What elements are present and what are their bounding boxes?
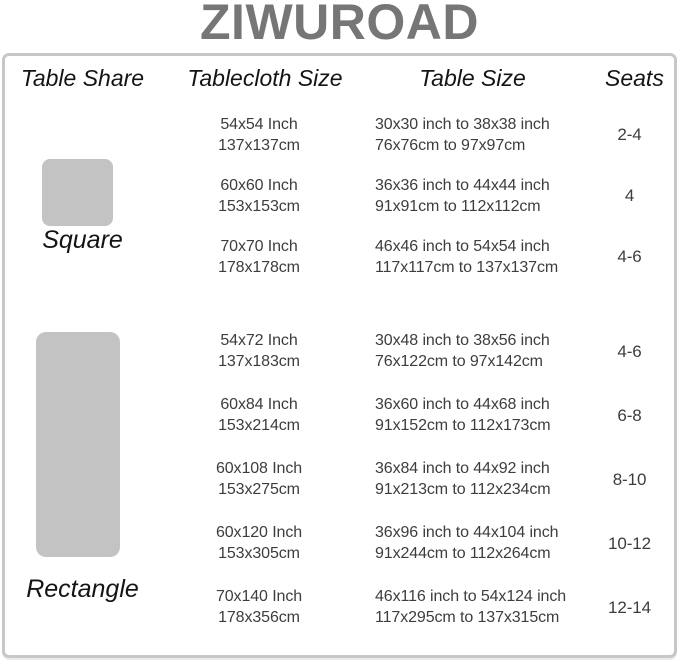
seats-cell: 4-6 [617, 247, 642, 266]
table-size-inch: 36x36 inch to 44x44 inch [375, 176, 550, 194]
header-table-share: Table Share [20, 64, 145, 91]
tablecloth-size-cell: 60x120 Inch 153x305cm [160, 522, 370, 564]
rectangle-shape [36, 332, 120, 557]
table-size-inch: 30x30 inch to 38x38 inch [375, 115, 550, 133]
tablecloth-size-cell: 70x140 Inch 178x356cm [160, 586, 370, 628]
square-section-rows: 54x54 Inch 137x137cm 30x30 inch to 38x38… [160, 104, 674, 287]
table-size-inch: 46x46 inch to 54x54 inch [375, 237, 550, 255]
square-label: Square [42, 226, 123, 254]
tablecloth-size-cell: 54x54 Inch 137x137cm [160, 114, 370, 156]
size-table-panel: Table Share Tablecloth Size Table Size S… [2, 53, 677, 658]
table-size-cell: 30x30 inch to 38x38 inch 76x76cm to 97x9… [370, 114, 605, 156]
tablecloth-size-inch: 60x60 Inch [220, 176, 298, 194]
table-size-cell: 30x48 inch to 38x56 inch 76x122cm to 97x… [370, 330, 605, 372]
table-row: 60x60 Inch 153x153cm 36x36 inch to 44x44… [160, 165, 674, 226]
table-row: 54x72 Inch 137x183cm 30x48 inch to 38x56… [160, 319, 674, 383]
tablecloth-size-inch: 60x120 Inch [215, 524, 303, 541]
seats-cell: 12-14 [608, 597, 651, 617]
tablecloth-size-cm: 153x305cm [218, 545, 300, 562]
table-row: 70x140 Inch 178x356cm 46x116 inch to 54x… [160, 575, 674, 639]
table-size-inch: 30x48 inch to 38x56 inch [375, 332, 550, 349]
table-row: 60x108 Inch 153x275cm 36x84 inch to 44x9… [160, 447, 674, 511]
brand-title: ZIWUROAD [200, 0, 479, 50]
table-row: 70x70 Inch 178x178cm 46x46 inch to 54x54… [160, 226, 674, 287]
table-size-cm: 91x152cm to 112x173cm [375, 417, 551, 434]
table-size-cell: 36x84 inch to 44x92 inch 91x213cm to 112… [370, 458, 605, 500]
table-size-cell: 36x60 inch to 44x68 inch 91x152cm to 112… [370, 394, 605, 436]
table-row: 54x54 Inch 137x137cm 30x30 inch to 38x38… [160, 104, 674, 165]
table-size-cell: 46x116 inch to 54x124 inch 117x295cm to … [370, 586, 605, 628]
tablecloth-size-cell: 54x72 Inch 137x183cm [160, 330, 370, 372]
seats-cell: 6-8 [617, 405, 642, 425]
table-size-cell: 36x36 inch to 44x44 inch 91x91cm to 112x… [370, 175, 605, 217]
table-size-cm: 91x91cm to 112x112cm [375, 197, 541, 215]
tablecloth-size-cm: 178x356cm [218, 609, 300, 626]
tablecloth-size-inch: 60x108 Inch [215, 460, 303, 477]
seats-cell: 4 [624, 186, 635, 205]
tablecloth-size-cell: 60x84 Inch 153x214cm [160, 394, 370, 436]
table-size-inch: 46x116 inch to 54x124 inch [375, 588, 567, 605]
seats-cell: 10-12 [608, 533, 651, 553]
tablecloth-size-cell: 60x108 Inch 153x275cm [160, 458, 370, 500]
tablecloth-size-cm: 137x137cm [218, 136, 300, 154]
header-seats: Seats [605, 64, 664, 91]
seats-cell: 8-10 [612, 469, 647, 489]
table-size-cell: 36x96 inch to 44x104 inch 91x244cm to 11… [370, 522, 605, 564]
tablecloth-size-inch: 54x54 Inch [220, 115, 298, 133]
rectangle-label: Rectangle [26, 575, 139, 603]
table-size-cell: 46x46 inch to 54x54 inch 117x117cm to 13… [370, 236, 605, 278]
table-size-cm: 117x117cm to 137x137cm [375, 258, 559, 276]
tablecloth-size-cm: 153x153cm [218, 197, 300, 215]
table-size-cm: 76x122cm to 97x142cm [375, 353, 543, 370]
table-row: 60x120 Inch 153x305cm 36x96 inch to 44x1… [160, 511, 674, 575]
tablecloth-size-inch: 54x72 Inch [220, 332, 298, 349]
table-size-cm: 117x295cm to 137x315cm [375, 609, 560, 626]
tablecloth-size-cm: 137x183cm [218, 353, 300, 370]
table-size-inch: 36x60 inch to 44x68 inch [375, 396, 550, 413]
table-size-cm: 91x244cm to 112x264cm [375, 545, 551, 562]
tablecloth-size-cm: 178x178cm [218, 258, 300, 276]
table-size-cm: 76x76cm to 97x97cm [375, 136, 526, 154]
square-shape [42, 159, 113, 226]
table-header-row: Table Share Tablecloth Size Table Size S… [5, 56, 674, 100]
tablecloth-size-cm: 153x214cm [218, 417, 300, 434]
seats-cell: 2-4 [617, 125, 642, 144]
table-row: 60x84 Inch 153x214cm 36x60 inch to 44x68… [160, 383, 674, 447]
tablecloth-size-inch: 70x140 Inch [215, 588, 303, 605]
table-size-inch: 36x84 inch to 44x92 inch [375, 460, 550, 477]
tablecloth-size-cell: 60x60 Inch 153x153cm [160, 175, 370, 217]
tablecloth-size-cell: 70x70 Inch 178x178cm [160, 236, 370, 278]
header-tablecloth-size: Tablecloth Size [187, 64, 343, 91]
rectangle-section-rows: 54x72 Inch 137x183cm 30x48 inch to 38x56… [160, 319, 674, 639]
tablecloth-size-cm: 153x275cm [218, 481, 300, 498]
table-size-cm: 91x213cm to 112x234cm [375, 481, 551, 498]
tablecloth-size-inch: 70x70 Inch [220, 237, 298, 255]
header-table-size: Table Size [419, 64, 526, 91]
seats-cell: 4-6 [617, 341, 642, 361]
tablecloth-size-inch: 60x84 Inch [220, 396, 298, 413]
table-size-inch: 36x96 inch to 44x104 inch [375, 524, 559, 541]
